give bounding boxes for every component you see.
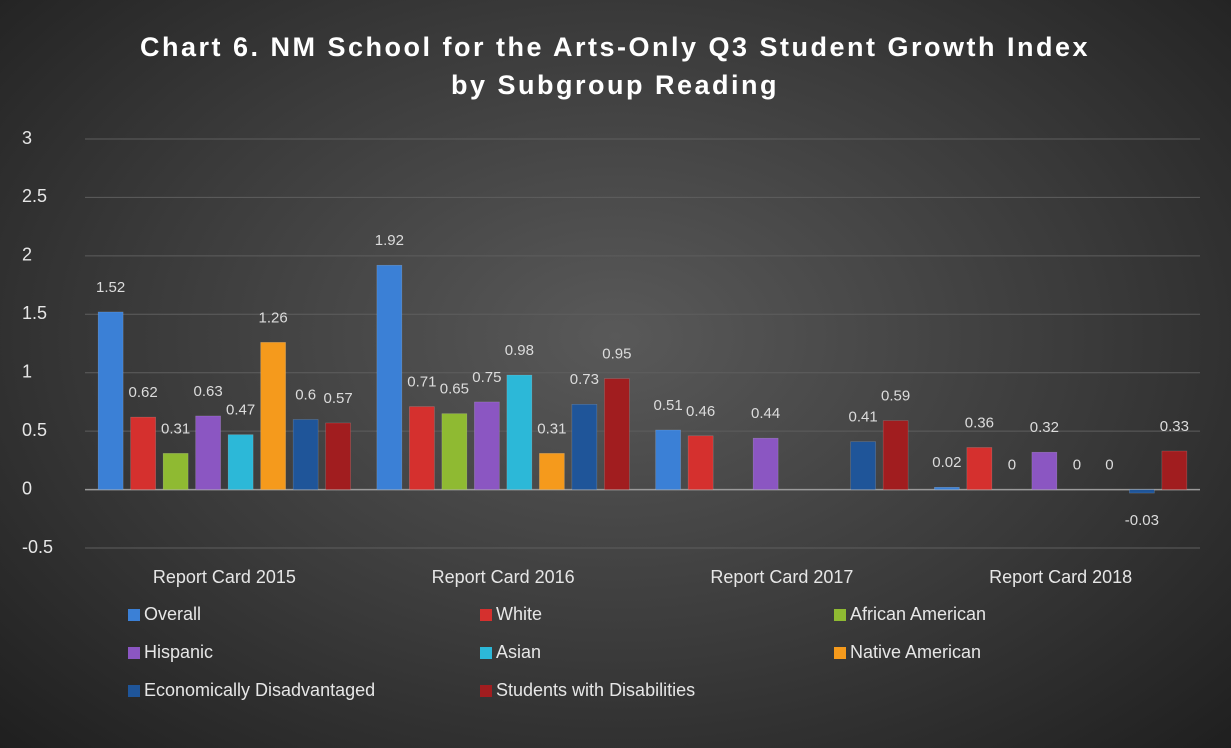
bar	[227, 434, 254, 490]
data-label: 0.47	[226, 402, 255, 419]
bar	[260, 342, 286, 490]
bar	[130, 416, 156, 490]
legend-label: Overall	[144, 604, 201, 624]
data-label: 0.62	[129, 384, 158, 401]
y-tick-label: 2	[22, 245, 32, 265]
legend-label: African American	[850, 604, 986, 624]
legend-swatch	[128, 609, 140, 621]
bar	[850, 441, 876, 490]
legend-label: Hispanic	[144, 642, 213, 662]
data-label: 0.75	[472, 369, 501, 386]
bar	[97, 311, 124, 490]
bar	[292, 419, 319, 490]
data-label: 0	[1073, 457, 1081, 474]
data-label: 0.6	[295, 386, 316, 403]
x-tick-label: Report Card 2016	[432, 567, 575, 587]
bar	[604, 378, 630, 490]
data-label: 1.52	[96, 279, 125, 296]
data-label: 0.73	[570, 371, 599, 388]
data-label: 0.46	[686, 403, 715, 420]
data-label: 0.59	[881, 388, 910, 405]
data-label: 1.26	[259, 309, 288, 326]
legend-swatch	[834, 647, 846, 659]
x-tick-label: Report Card 2018	[989, 567, 1132, 587]
x-tick-label: Report Card 2015	[153, 567, 296, 587]
chart-title: Chart 6. NM School for the Arts-Only Q3 …	[139, 32, 1091, 100]
y-tick-label: 0	[22, 478, 32, 498]
bar	[195, 415, 221, 490]
legend-swatch	[480, 609, 492, 621]
data-label: 0.95	[602, 346, 631, 363]
bar	[539, 453, 565, 490]
bar	[1031, 451, 1058, 490]
y-tick-label: -0.5	[22, 537, 53, 557]
legend-label: Asian	[496, 642, 541, 662]
y-tick-label: 3	[22, 128, 32, 148]
data-label: 0	[1105, 457, 1113, 474]
data-label: 0.33	[1160, 418, 1189, 435]
bar	[474, 401, 500, 490]
data-label: 0.65	[440, 381, 469, 398]
data-label: 0.36	[965, 414, 994, 431]
bar	[376, 264, 403, 490]
data-label: 0.31	[161, 420, 190, 437]
y-tick-label: 1.5	[22, 303, 47, 323]
bar	[409, 406, 435, 490]
bar	[1161, 450, 1188, 490]
bar	[687, 435, 714, 490]
legend-label: Native American	[850, 642, 981, 662]
bar	[162, 453, 189, 490]
y-tick-label: 2.5	[22, 186, 47, 206]
bar	[752, 437, 779, 490]
data-label: 0	[1008, 457, 1016, 474]
y-tick-label: 1	[22, 361, 32, 381]
data-label: 0.32	[1030, 419, 1059, 436]
bar	[325, 422, 351, 490]
data-label: -0.03	[1125, 512, 1159, 529]
legend-swatch	[128, 647, 140, 659]
data-label: 1.92	[375, 232, 404, 249]
legend-swatch	[128, 685, 140, 697]
data-label: 0.71	[407, 374, 436, 391]
data-label: 0.44	[751, 405, 780, 422]
data-label: 0.41	[849, 409, 878, 426]
data-label: 0.02	[932, 454, 961, 471]
legend-label: Students with Disabilities	[496, 680, 695, 700]
legend-swatch	[480, 685, 492, 697]
bar	[571, 404, 598, 490]
bar	[506, 374, 533, 490]
legend-swatch	[834, 609, 846, 621]
bar	[882, 420, 909, 490]
x-tick-label: Report Card 2017	[710, 567, 853, 587]
legend-label: Economically Disadvantaged	[144, 680, 375, 700]
legend-swatch	[480, 647, 492, 659]
bar	[1129, 489, 1155, 494]
y-tick-label: 0.5	[22, 420, 47, 440]
data-label: 0.57	[324, 390, 353, 407]
bar	[655, 429, 681, 490]
data-label: 0.98	[505, 342, 534, 359]
bar	[934, 486, 960, 490]
data-label: 0.51	[654, 397, 683, 414]
bar	[966, 447, 993, 490]
data-label: 0.63	[194, 383, 223, 400]
data-label: 0.31	[537, 420, 566, 437]
bar	[441, 413, 468, 490]
legend-label: White	[496, 604, 542, 624]
